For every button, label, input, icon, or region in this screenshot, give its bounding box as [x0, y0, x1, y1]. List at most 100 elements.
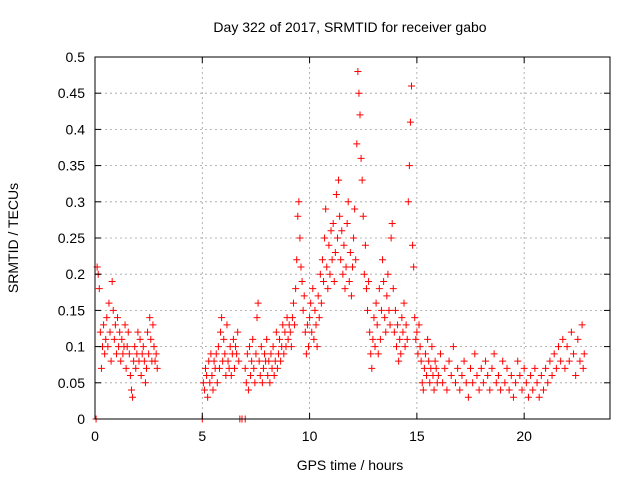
data-point — [254, 299, 262, 307]
data-point — [95, 285, 103, 293]
x-tick-label: 20 — [516, 428, 532, 444]
data-point — [514, 357, 522, 365]
data-point — [303, 321, 311, 329]
x-tick-label: 15 — [409, 428, 425, 444]
data-point — [296, 234, 304, 242]
data-point — [138, 350, 146, 358]
data-point — [100, 321, 108, 329]
data-point — [503, 364, 511, 372]
data-point — [369, 335, 377, 343]
data-point — [475, 386, 483, 394]
data-point — [452, 379, 459, 387]
data-point — [365, 277, 373, 285]
data-point — [356, 111, 364, 119]
data-point — [412, 335, 420, 343]
data-point — [501, 379, 509, 387]
data-point — [297, 263, 305, 271]
data-point — [563, 343, 571, 351]
data-point — [267, 350, 275, 358]
data-point — [311, 306, 319, 314]
data-point — [578, 321, 586, 329]
data-point — [152, 350, 160, 358]
data-point — [213, 379, 221, 387]
data-point — [318, 256, 326, 264]
data-point — [456, 386, 464, 394]
data-point — [107, 357, 115, 365]
data-point — [471, 350, 479, 358]
data-point — [376, 335, 384, 343]
data-point — [565, 357, 573, 365]
data-point — [539, 386, 547, 394]
data-point — [399, 328, 407, 336]
data-point — [335, 176, 343, 184]
data-point — [557, 357, 565, 365]
data-point — [247, 372, 255, 380]
data-point — [406, 118, 414, 126]
data-point — [366, 328, 374, 336]
data-point — [208, 372, 216, 380]
data-point — [118, 335, 126, 343]
data-point — [410, 263, 418, 271]
data-point — [576, 357, 584, 365]
x-tick-label: 5 — [198, 428, 206, 444]
x-tick-labels: 0 5 10 15 20 — [91, 428, 532, 444]
data-point — [352, 256, 360, 264]
data-point — [249, 335, 257, 343]
data-point — [223, 321, 231, 329]
data-point — [143, 364, 150, 372]
data-point — [292, 285, 300, 293]
data-point — [343, 220, 351, 228]
data-point — [123, 343, 131, 351]
data-point — [103, 314, 111, 322]
data-point — [323, 263, 331, 271]
data-point — [280, 350, 288, 358]
data-point — [415, 321, 423, 329]
data-point — [527, 372, 535, 380]
y-tick-label: 0.1 — [66, 339, 86, 355]
data-point — [362, 285, 370, 293]
data-point — [137, 372, 145, 380]
data-point — [408, 82, 416, 90]
data-point — [316, 270, 324, 278]
data-point — [484, 372, 492, 380]
x-tick-label: 0 — [91, 428, 99, 444]
data-point — [357, 154, 365, 162]
data-point — [350, 234, 358, 242]
data-point — [423, 372, 431, 380]
data-point — [109, 306, 117, 314]
data-point — [531, 364, 539, 372]
data-point — [464, 393, 472, 401]
data-point — [505, 386, 513, 394]
data-point — [432, 364, 440, 372]
data-point — [340, 241, 348, 249]
data-point — [218, 314, 226, 322]
data-point — [147, 335, 155, 343]
chart-title: Day 322 of 2017, SRMTID for receiver gab… — [213, 19, 486, 35]
data-point — [140, 357, 148, 365]
data-point — [360, 270, 368, 278]
data-point — [509, 393, 517, 401]
data-point — [325, 241, 333, 249]
data-point — [244, 386, 252, 394]
data-point — [105, 299, 113, 307]
data-point — [579, 364, 587, 372]
data-point — [324, 285, 332, 293]
data-point — [139, 343, 147, 351]
data-point — [467, 364, 475, 372]
data-point — [309, 285, 317, 293]
data-point — [396, 335, 404, 343]
data-point — [572, 372, 580, 380]
data-point — [153, 364, 161, 372]
data-point — [294, 212, 302, 220]
data-point — [349, 263, 356, 271]
data-point — [488, 364, 496, 372]
data-point — [269, 343, 277, 351]
data-point — [439, 379, 447, 387]
data-point — [111, 321, 119, 329]
y-tick-label: 0.5 — [66, 49, 86, 65]
data-point — [306, 314, 314, 322]
data-point — [533, 379, 541, 387]
data-point — [243, 350, 251, 358]
data-point — [119, 350, 127, 358]
data-point — [258, 379, 266, 387]
